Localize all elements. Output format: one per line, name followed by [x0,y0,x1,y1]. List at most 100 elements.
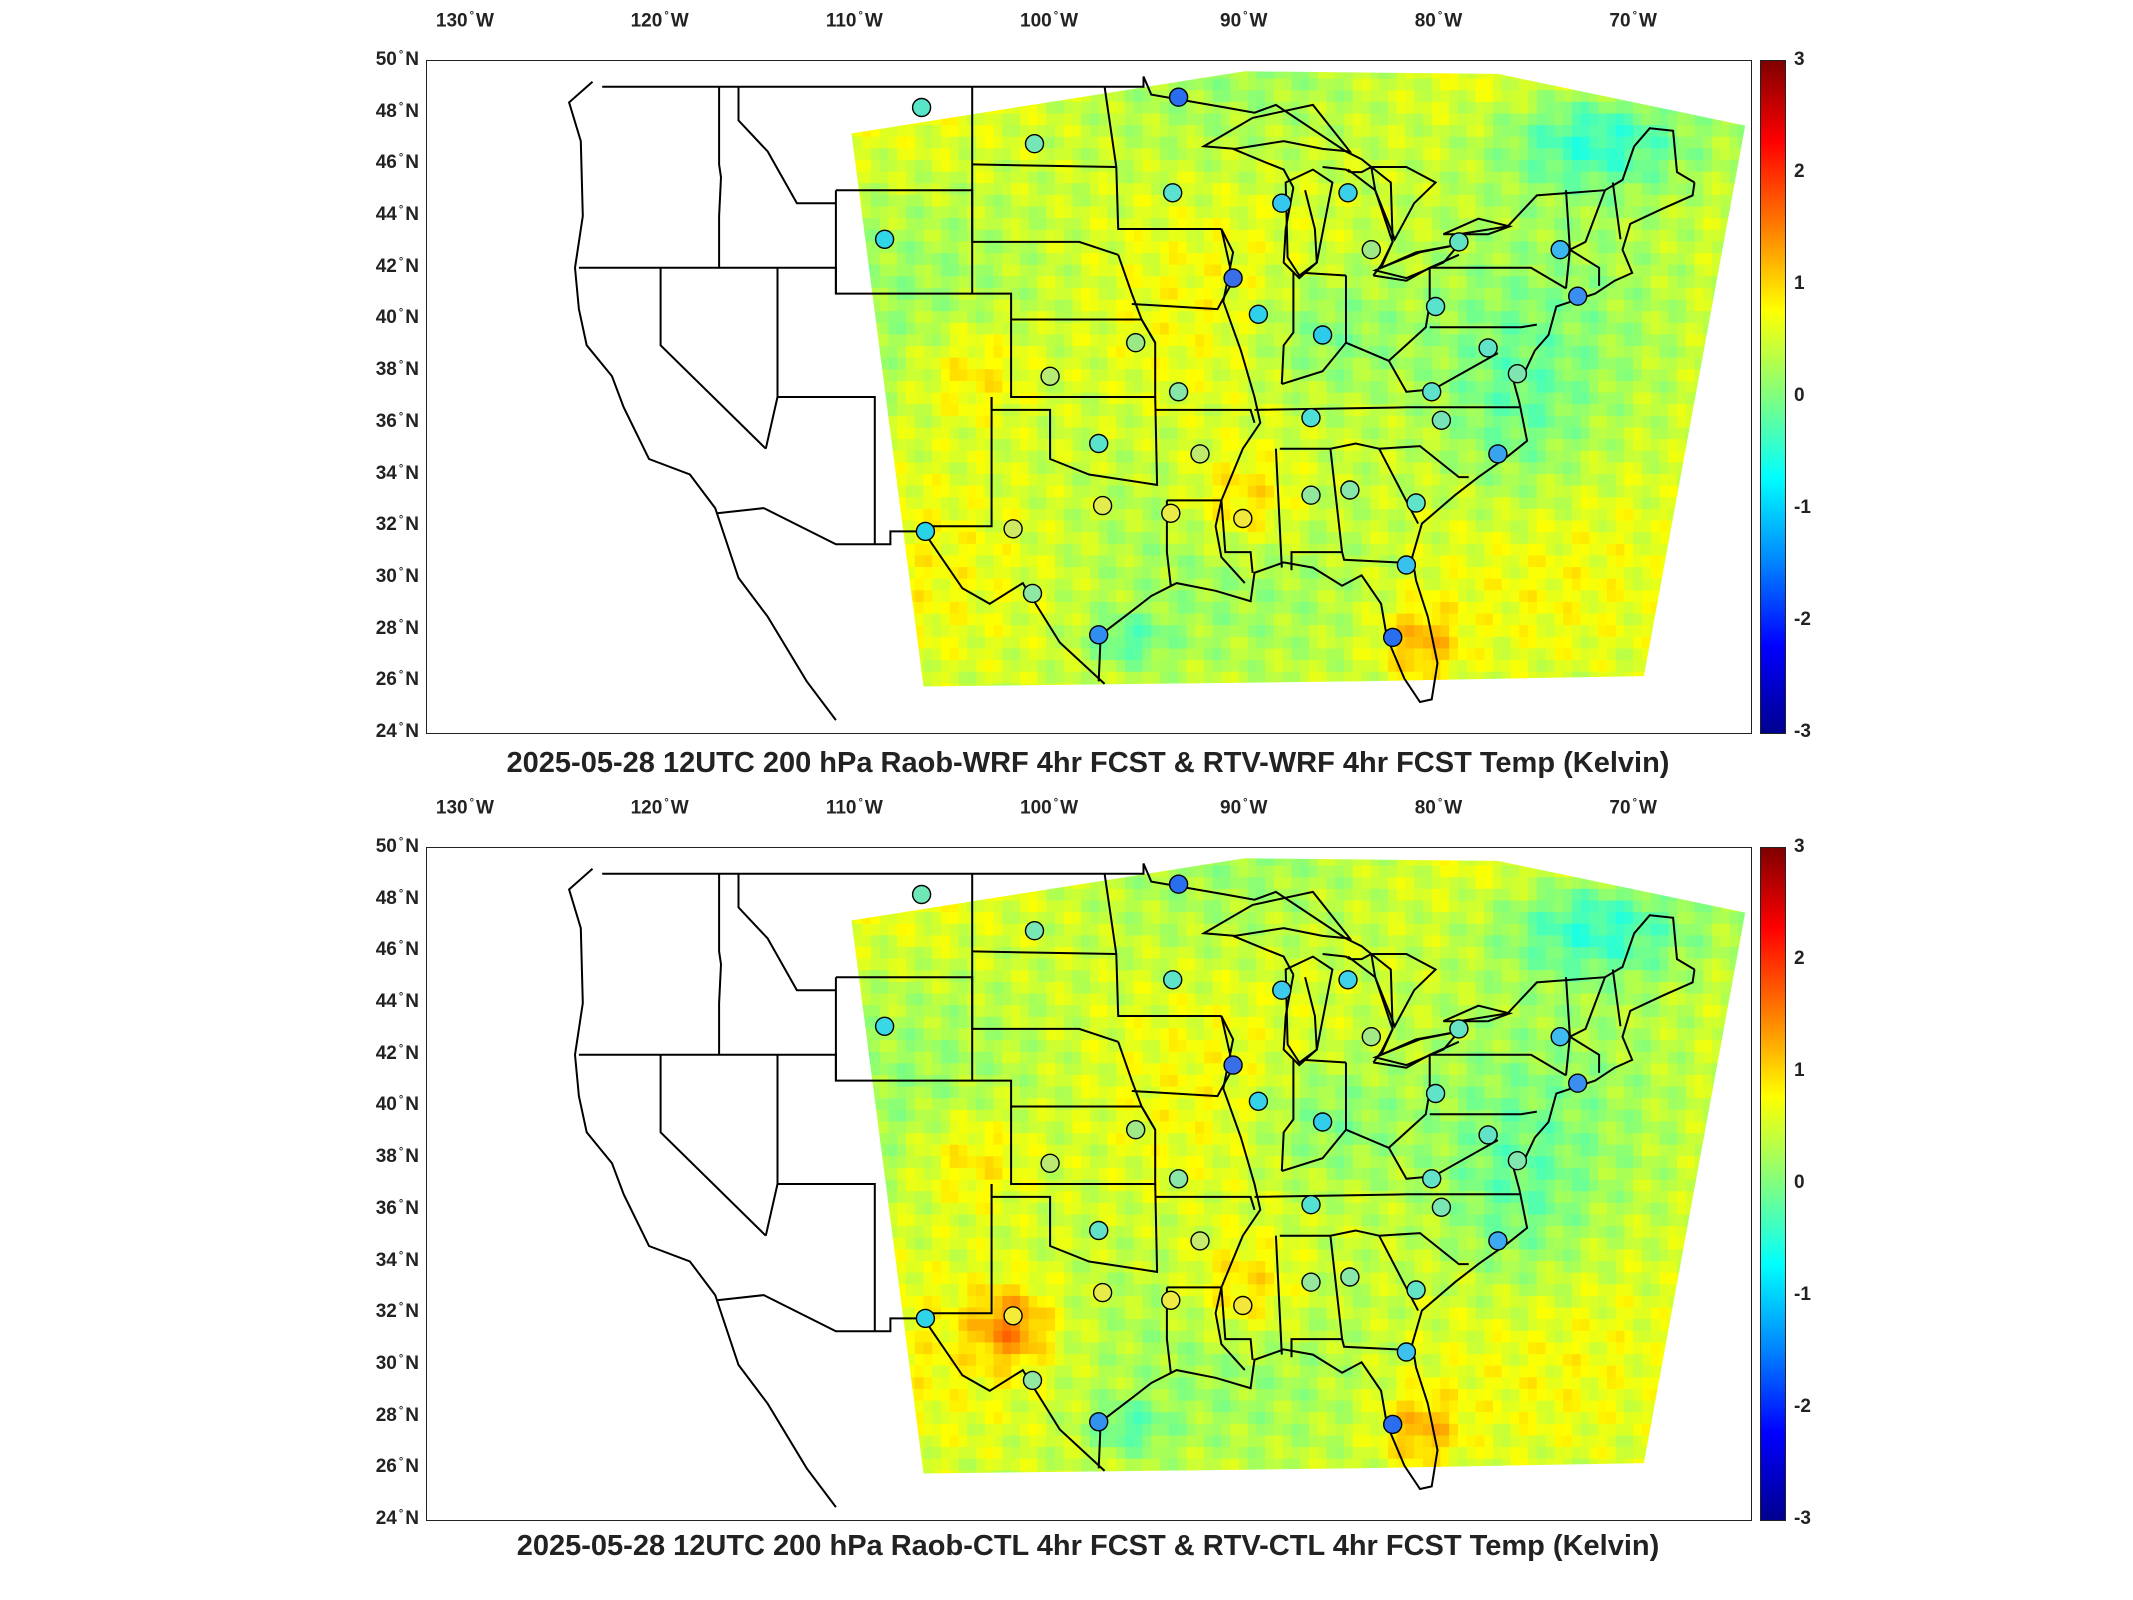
field-cell [1580,450,1591,463]
field-cell [1528,136,1538,149]
field-cell [1370,61,1380,67]
field-cell [1098,671,1109,684]
field-cell [836,183,846,195]
field-cell [1352,519,1363,533]
field-cell [870,71,881,79]
field-cell [1379,566,1389,579]
field-cell [914,368,925,381]
field-cell [967,601,977,614]
field-cell [1379,531,1389,544]
field-cell [1467,61,1477,67]
field-cell [1177,519,1188,533]
field-cell [1510,647,1521,661]
field-cell [1256,624,1266,637]
field-cell [1449,263,1459,277]
field-cell [1414,450,1424,463]
field-cell [1422,484,1433,498]
field-cell [1510,147,1521,160]
field-cell [1221,438,1231,451]
field-cell [1335,682,1345,687]
field-cell [880,61,890,67]
field-cell [1466,310,1477,323]
field-cell [1054,147,1065,160]
field-cell [1019,496,1030,509]
field-cell [1212,71,1223,79]
field-cell [993,450,1004,463]
field-cell [1519,159,1529,172]
field-cell [1536,473,1547,486]
field-cell [1019,566,1030,579]
field-cell [1545,461,1556,474]
field-cell [1352,217,1363,230]
field-cell [993,577,1004,591]
field-cell [897,356,907,370]
field-cell [1160,159,1170,172]
field-cell [1370,101,1380,114]
field-cell [1458,112,1468,126]
field-cell [1116,194,1126,207]
field-cell [1387,368,1398,381]
field-cell [1396,182,1407,195]
field-cell [1519,508,1529,521]
field-cell [836,520,846,532]
field-cell [1151,636,1161,649]
field-cell [1414,682,1424,687]
field-cell [1589,136,1599,149]
field-cell [1563,275,1573,288]
field-cell [1466,391,1477,405]
field-cell [958,240,969,253]
field-cell [1239,61,1249,67]
field-cell [1466,647,1477,661]
field-cell [1168,101,1179,114]
field-cell [1344,159,1354,172]
field-cell [1142,287,1153,300]
field-cell [1247,671,1258,684]
field-cell [888,147,899,160]
field-cell [1571,147,1582,160]
field-cell [1405,508,1415,521]
field-cell [1247,519,1258,533]
field-cell [1186,508,1196,521]
field-cell [1387,101,1398,114]
field-cell [1247,77,1258,91]
field-cell [1519,252,1529,265]
field-cell [1160,368,1170,381]
field-cell [1545,147,1556,160]
field-cell [1554,496,1564,509]
field-cell [932,240,942,253]
field-cell [1589,61,1599,67]
field-cell [949,484,960,498]
field-cell [1352,182,1363,195]
field-cell [1598,159,1608,172]
field-cell [1344,636,1354,649]
field-cell [897,450,907,463]
field-cell [1107,426,1118,440]
field-cell [1203,601,1214,614]
field-cell [1580,682,1591,687]
field-cell [1133,438,1144,451]
field-cell [906,112,916,126]
field-cell [1309,554,1319,568]
field-cell [1090,77,1100,91]
field-cell [1265,647,1275,661]
field-cell [1405,484,1415,498]
field-cell [1624,612,1634,626]
field-cell [1160,101,1170,114]
field-cell [932,263,942,277]
field-cell [1125,496,1135,509]
field-cell [949,391,960,405]
field-cell [914,671,925,684]
field-cell [1046,229,1056,242]
field-cell [1501,473,1512,486]
field-cell [1125,612,1135,626]
field-cell [1493,496,1503,509]
field-cell [1484,391,1494,405]
field-cell [1545,531,1556,544]
field-cell [1090,263,1100,277]
field-cell [914,380,925,393]
field-cell [1081,89,1091,102]
field-cell [1081,310,1091,323]
field-cell [1151,240,1161,253]
field-cell [1291,159,1302,172]
field-cell [1081,333,1091,347]
